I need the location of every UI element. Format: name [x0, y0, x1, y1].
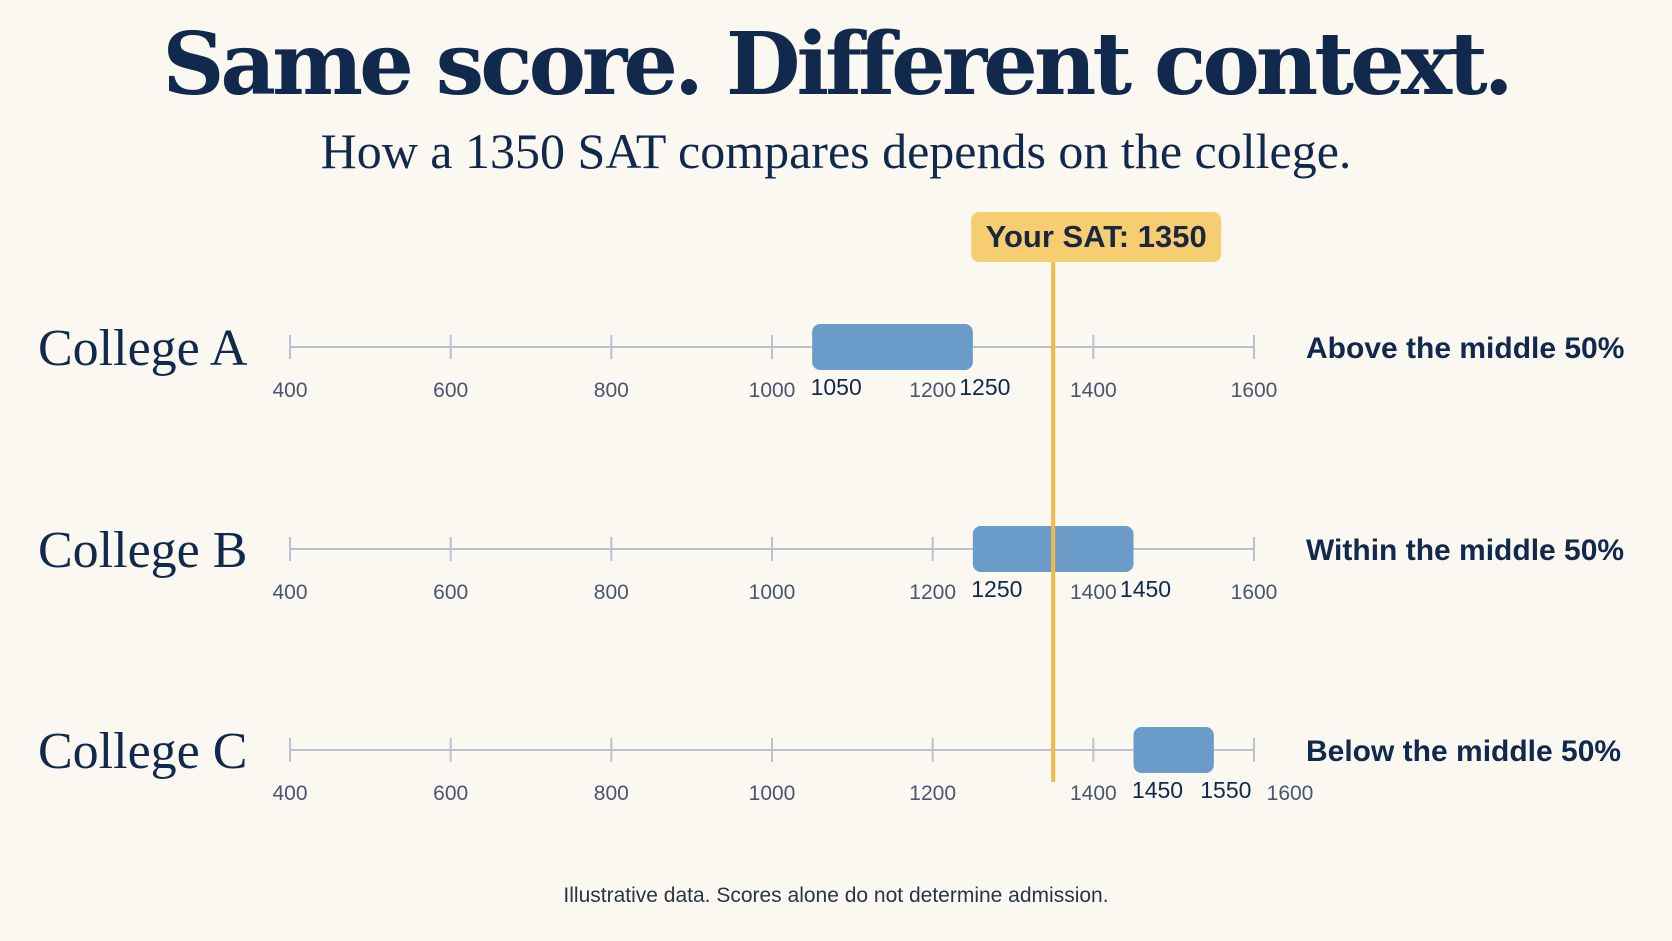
college-a-tick-label-400: 400: [272, 379, 307, 402]
college-a-status-label: Above the middle 50%: [1306, 332, 1624, 365]
college-a-range-low-label: 1050: [811, 374, 862, 400]
college-c-tick-label-1200: 1200: [909, 782, 956, 805]
college-a-tick-label-1000: 1000: [749, 379, 796, 402]
college-c-range-low-label: 1450: [1132, 777, 1183, 803]
college-b-tick-label-800: 800: [594, 581, 629, 604]
college-b-tick-label-1400: 1400: [1070, 581, 1117, 604]
college-a-label: College A: [38, 320, 248, 377]
college-a-tick-label-1200: 1200: [909, 379, 956, 402]
college-c-tick-label-600: 600: [433, 782, 468, 805]
college-a-tick-label-1600: 1600: [1231, 379, 1278, 402]
college-b-range-high-label: 1450: [1120, 576, 1171, 602]
college-b-status-label: Within the middle 50%: [1306, 534, 1624, 567]
your-sat-label-box: [971, 212, 1222, 262]
college-a-range-bar: [812, 324, 973, 370]
college-c-status-label: Below the middle 50%: [1306, 735, 1621, 768]
college-c-tick-label-1400: 1400: [1070, 782, 1117, 805]
page-subtitle: How a 1350 SAT compares depends on the c…: [320, 123, 1352, 179]
college-c-range-bar: [1133, 727, 1214, 773]
college-a-tick-label-600: 600: [433, 379, 468, 402]
college-b-label: College B: [38, 522, 247, 579]
your-sat-label: Your SAT: 1350: [986, 219, 1207, 254]
college-c-label: College C: [38, 723, 247, 780]
footer-note: Illustrative data. Scores alone do not d…: [563, 884, 1109, 907]
college-c-tick-label-800: 800: [594, 782, 629, 805]
college-b-tick-label-1000: 1000: [749, 581, 796, 604]
college-b-tick-label-1200: 1200: [909, 581, 956, 604]
college-b-range-low-label: 1250: [971, 576, 1022, 602]
college-b-tick-label-1600: 1600: [1231, 581, 1278, 604]
college-c-range-high-label: 1550: [1200, 777, 1251, 803]
college-c-tick-label-1600: 1600: [1267, 782, 1314, 805]
college-b-tick-label-400: 400: [272, 581, 307, 604]
college-c-tick-label-1000: 1000: [749, 782, 796, 805]
college-a-range-high-label: 1250: [959, 374, 1010, 400]
college-c-tick-label-400: 400: [272, 782, 307, 805]
college-b-tick-label-600: 600: [433, 581, 468, 604]
page-title: Same score. Different context.: [162, 14, 1513, 115]
college-a-tick-label-1400: 1400: [1070, 379, 1117, 402]
college-a-tick-label-800: 800: [594, 379, 629, 402]
